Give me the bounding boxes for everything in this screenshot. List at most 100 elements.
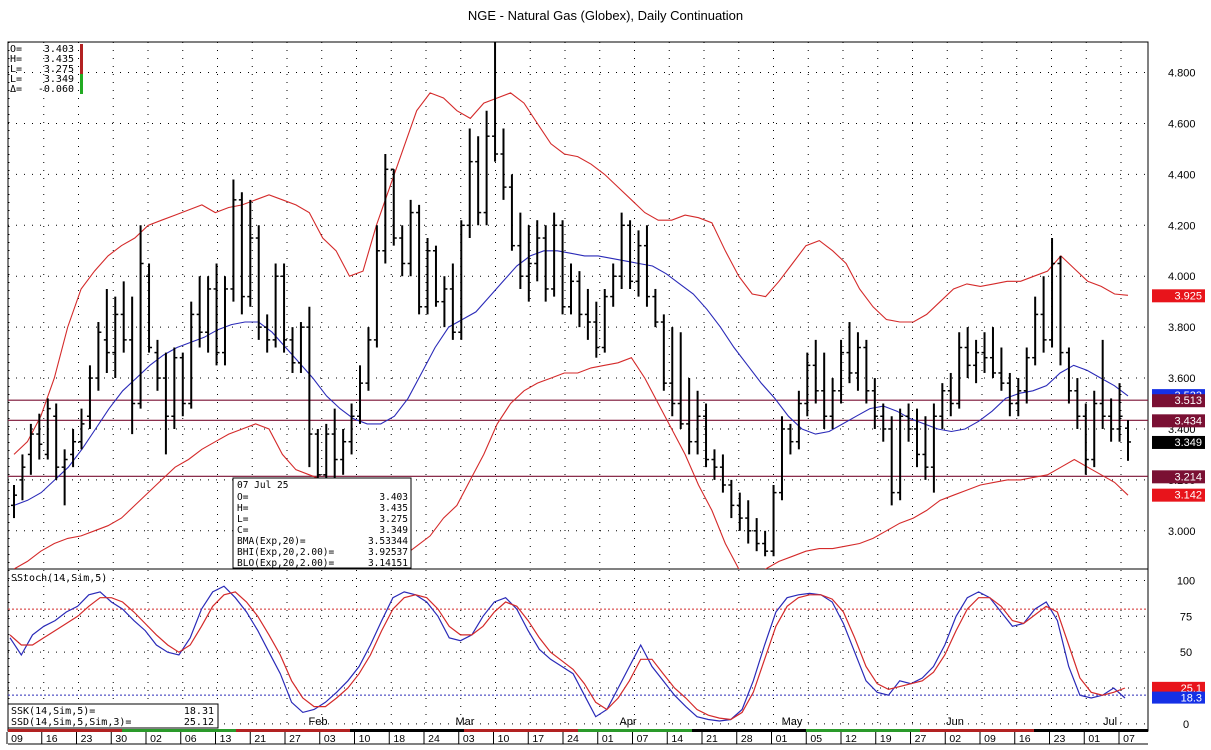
ohlc-bar: [703, 403, 710, 468]
stoch-badge: [1152, 681, 1205, 694]
info-label-1: H=: [237, 503, 249, 514]
ohlc-bar: [762, 530, 769, 557]
ohlc-bar: [812, 339, 819, 404]
price-tick-label: 3.000: [1168, 526, 1196, 538]
x-month-label: Apr: [619, 716, 636, 728]
ohlc-bar: [1015, 378, 1022, 417]
info-value-1: 3.435: [379, 503, 408, 514]
ssk-label: SSK(14,Sim,5)=: [11, 706, 95, 717]
ohlc-bar: [27, 423, 34, 475]
price-tick-label: 4.400: [1168, 169, 1196, 181]
ohlc-label-3: L=: [10, 74, 22, 85]
ohlc-bar: [939, 383, 946, 429]
ohlc-bar: [36, 413, 43, 460]
ohlc-value-3: 3.349: [44, 74, 74, 85]
stoch-badge: [1152, 691, 1205, 704]
stoch-lines: [8, 585, 1148, 722]
info-value-0: 3.403: [379, 492, 408, 503]
ssk-value: 18.31: [184, 706, 214, 717]
x-month-label: Jun: [946, 716, 964, 728]
ohlc-bars: [11, 42, 1131, 557]
ohlc-bar: [1065, 347, 1072, 404]
ohlc-bar: [264, 314, 271, 353]
ohlc-bar: [989, 327, 996, 379]
price-tick-label: 4.600: [1168, 118, 1196, 130]
stoch-readout: SSK(14,Sim,5)= 18.31 SSD(14,Sim,5,Sim,3)…: [7, 703, 219, 729]
stoch-tick-label: 0: [1183, 719, 1189, 731]
ohlc-bar: [804, 352, 811, 417]
ohlc-bar: [1032, 296, 1039, 366]
price-badge: [1152, 394, 1205, 408]
ohlc-bar: [728, 479, 735, 519]
price-tick-label: 3.600: [1168, 373, 1196, 385]
ohlc-bar: [205, 276, 212, 353]
x-day-label: 09: [11, 733, 23, 745]
stoch-badges: 25.118.3: [1152, 681, 1205, 705]
ohlc-bar: [466, 128, 473, 239]
ohlc-bar: [44, 398, 51, 460]
ssk-line: [9, 585, 1126, 722]
ohlc-bar: [247, 199, 254, 307]
ohlc-bar: [778, 416, 785, 501]
price-badge: [1152, 435, 1205, 449]
info-label-2: L=: [237, 514, 249, 525]
x-day-label: 27: [915, 733, 927, 745]
ohlc-bar: [323, 423, 330, 485]
ohlc-bar: [382, 154, 389, 264]
info-label-0: O=: [237, 492, 249, 503]
x-day-label: 02: [949, 733, 961, 745]
ohlc-bar: [129, 296, 136, 435]
ohlc-label-0: O=: [10, 44, 22, 55]
ohlc-bar: [112, 296, 119, 379]
ohlc-bar: [416, 204, 423, 315]
ohlc-swatch-2: [80, 64, 83, 74]
ohlc-bar: [568, 263, 574, 315]
ohlc-bar: [95, 322, 102, 391]
ohlc-bar: [576, 271, 583, 328]
info-label-5: BHI(Exp,20,2.00)=: [237, 547, 335, 558]
ohlc-bar: [238, 192, 245, 315]
info-value-4: 3.53344: [368, 536, 408, 547]
price-badge: [1152, 488, 1205, 502]
price-tick-label: 3.800: [1168, 322, 1196, 334]
ohlc-bar: [500, 128, 507, 200]
ohlc-bar: [297, 322, 304, 373]
ohlc-bar: [357, 365, 364, 424]
ohlc-bar: [272, 263, 279, 348]
ohlc-bar: [745, 500, 752, 544]
ohlc-bar: [19, 454, 26, 501]
ohlc-bar: [449, 263, 456, 340]
info-box: 07 Jul 25 O= 3.403 H= 3.435 L= 3.275 C= …: [232, 477, 412, 569]
x-month-label: Feb: [309, 716, 328, 728]
ohlc-swatch-4: [80, 84, 83, 94]
x-day-label: 01: [1088, 733, 1100, 745]
ohlc-swatch-3: [80, 74, 83, 84]
info-value-6: 3.14151: [368, 558, 408, 569]
price-badge-label: 3.513: [1174, 395, 1202, 407]
ohlc-bar: [922, 416, 929, 480]
ohlc-bar: [660, 314, 667, 391]
ohlc-bar: [171, 347, 178, 429]
ohlc-bar: [686, 378, 693, 455]
ohlc-bar: [407, 199, 414, 277]
x-day-label: 03: [324, 733, 336, 745]
ohlc-bar: [475, 136, 482, 226]
ohlc-bar: [517, 212, 524, 289]
price-badge: [1152, 414, 1205, 428]
ohlc-bar: [221, 276, 228, 366]
x-axis-strip: [692, 729, 806, 732]
x-day-label: 23: [1054, 733, 1066, 745]
price-tick-label: 4.000: [1168, 271, 1196, 283]
ohlc-bar: [795, 390, 802, 450]
price-tick-label: 4.800: [1168, 68, 1196, 80]
lower-band: [13, 357, 1129, 569]
x-day-label: 21: [254, 733, 266, 745]
ohlc-legend: O= 3.403 H= 3.435 L= 3.275 L= 3.349 Δ= -…: [10, 44, 83, 95]
x-axis-strip: [122, 729, 236, 732]
x-day-label: 01: [776, 733, 788, 745]
ohlc-bar: [1074, 378, 1081, 429]
stoch-tick-label: 100: [1177, 575, 1195, 587]
ohlc-bar: [179, 352, 186, 417]
ohlc-bar: [373, 225, 380, 348]
ohlc-bar: [483, 110, 490, 226]
